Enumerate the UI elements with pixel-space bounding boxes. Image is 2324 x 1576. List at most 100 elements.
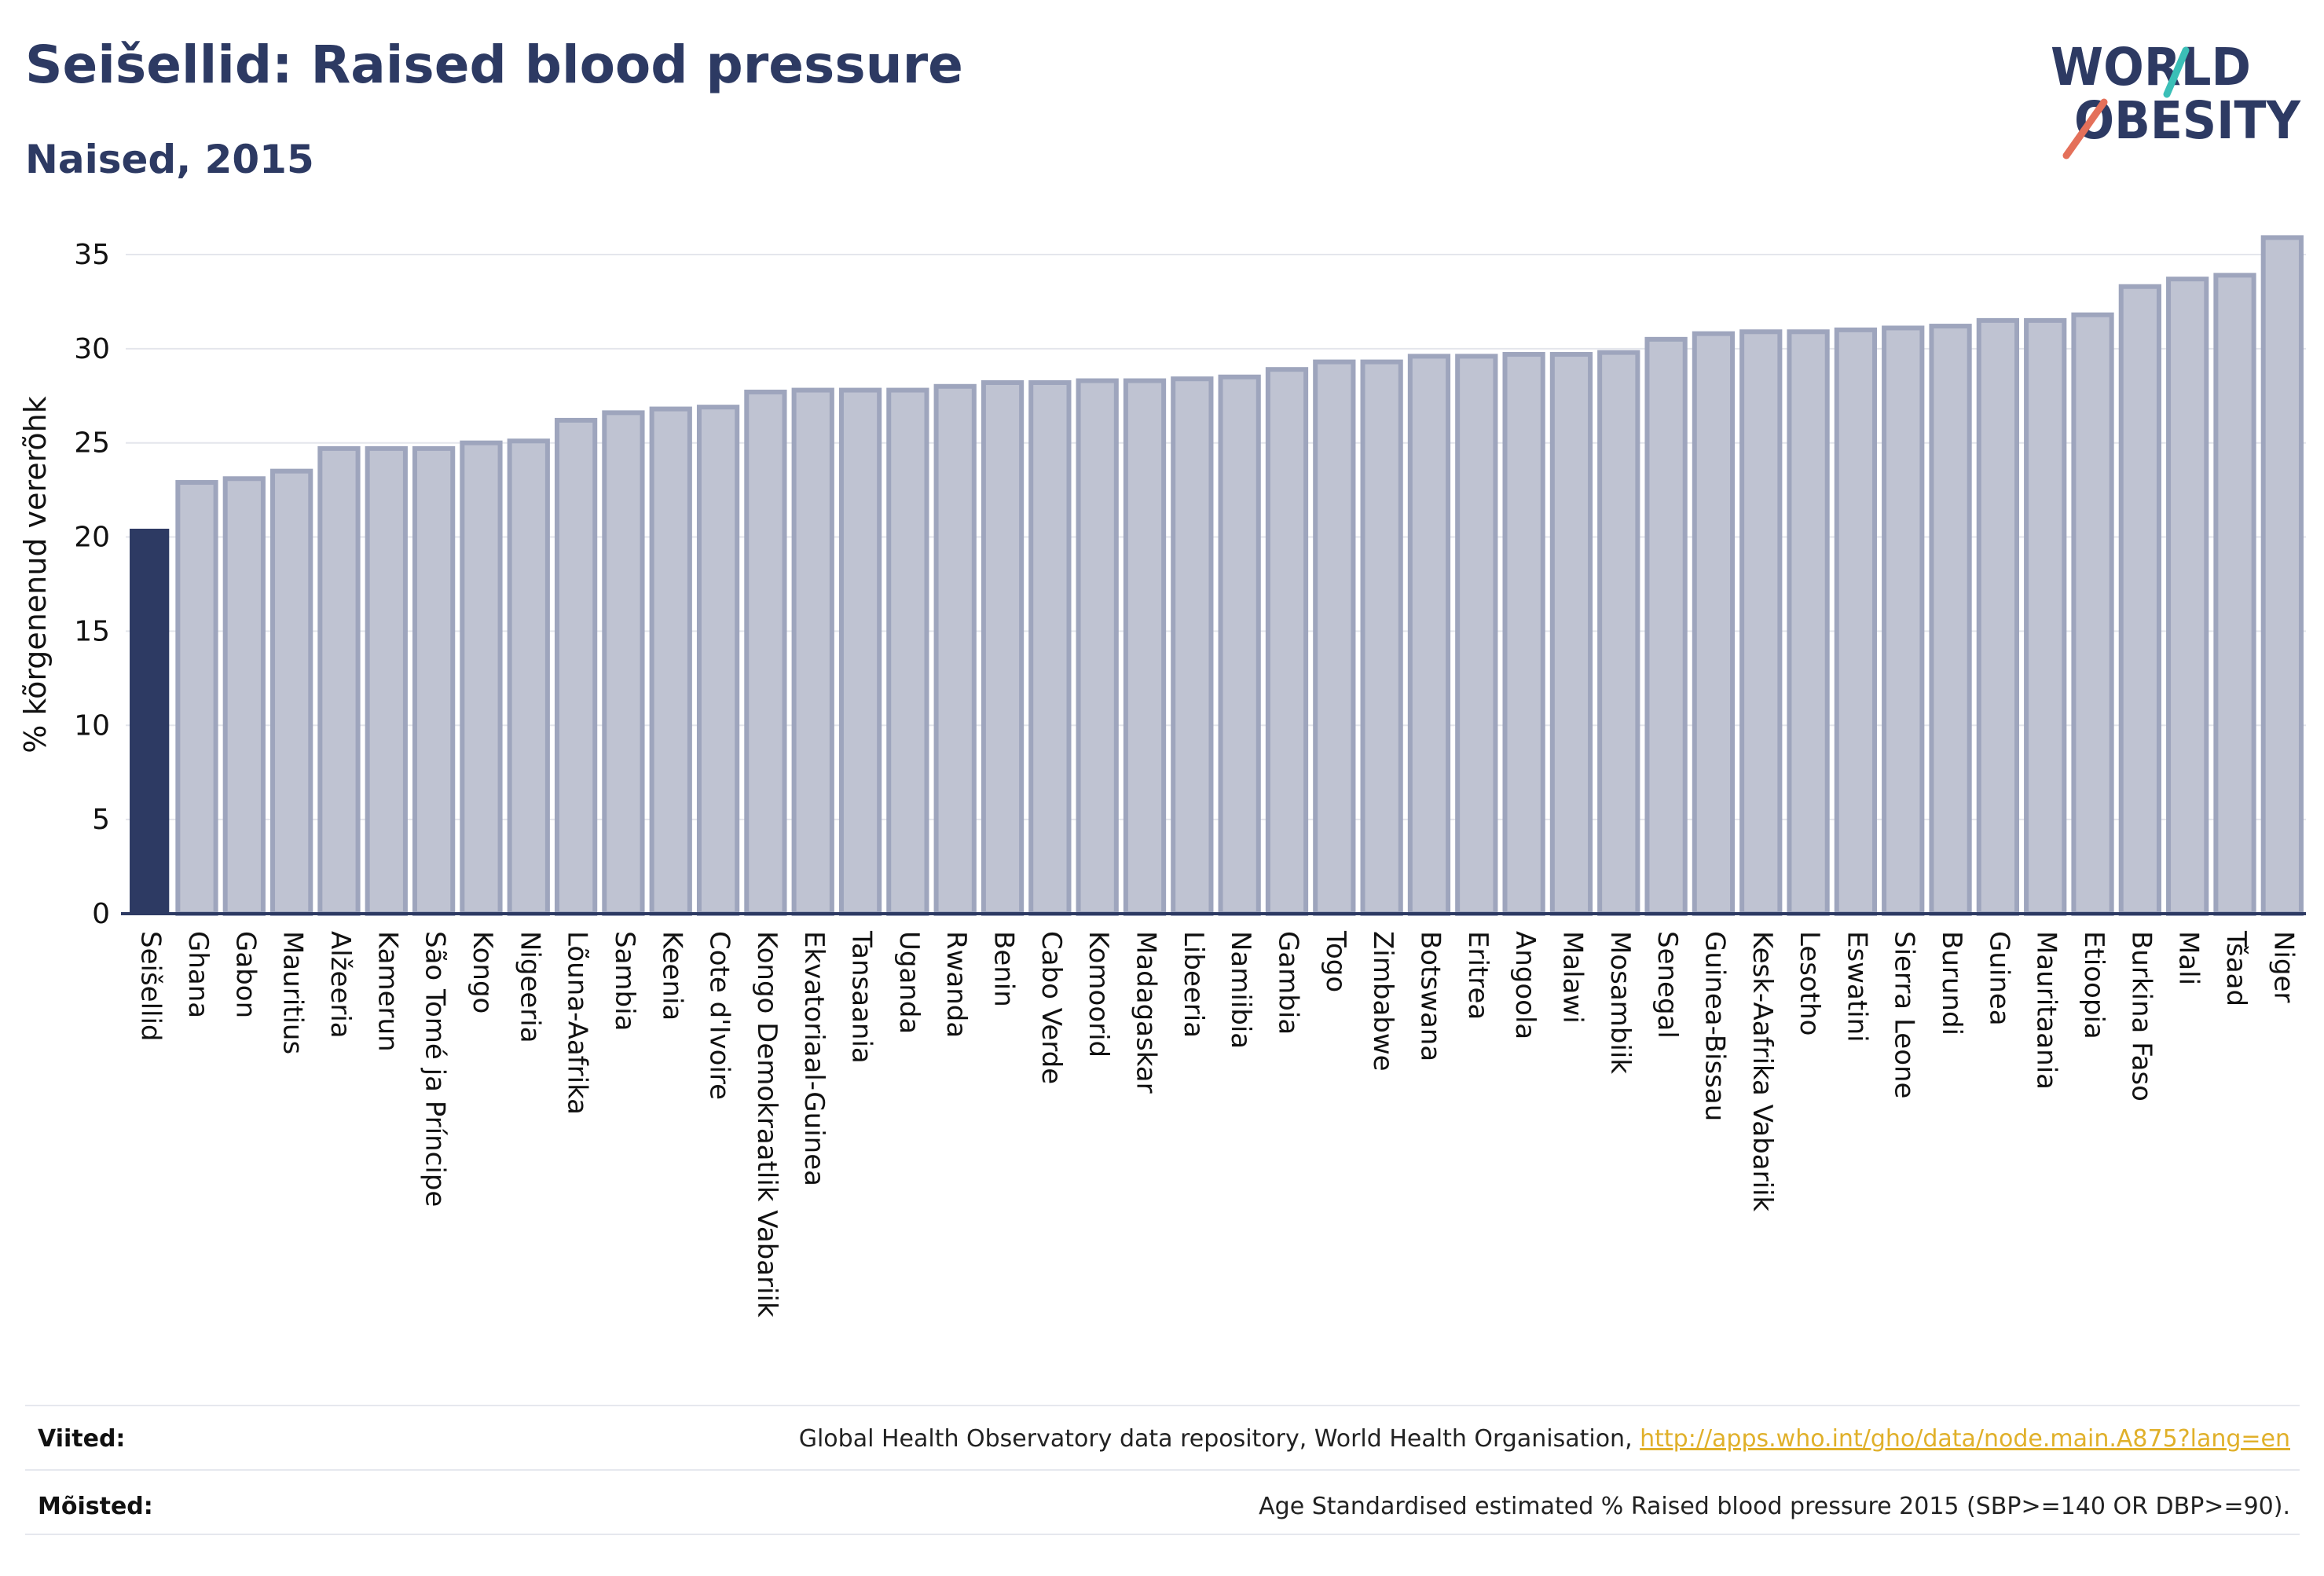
bar-rwanda [933,383,977,916]
definitions-label: Mõisted: [38,1493,153,1520]
x-tick-label: Ekvatoriaal-Guinea [798,931,830,1186]
logo-line2: OBESITY [2074,90,2301,151]
x-tick-label: Libeeria [1178,931,1209,1038]
y-tick-label: 30 [74,333,110,365]
x-tick-label: Ghana [182,931,214,1018]
bar-senegal [1644,336,1688,916]
x-tick-label: Kongo Demokraatlik Vabariik [751,931,783,1318]
bar-gambia [1265,367,1309,917]
x-tick-label: Mauritius [277,931,309,1054]
definitions-row: Mõisted: Age Standardised estimated % Ra… [25,1469,2300,1535]
x-tick-label: Guinea [1983,931,2014,1026]
x-tick-label: Burundi [1936,931,1967,1035]
bar-sambia [602,410,645,916]
x-tick-label: Seišellid [135,931,167,1042]
bar-mali [2166,277,2209,916]
chart-subtitle: Naised, 2015 [25,137,314,182]
x-tick-label: Angoola [1509,931,1541,1039]
bar-l-una-aafrika [554,417,598,916]
sources-label: Viited: [38,1425,126,1453]
bar-keenia [649,406,692,916]
x-tick-label: Alžeeria [324,931,356,1039]
bar-lesotho [1787,329,1830,916]
bar-guinea [1976,317,2020,916]
sources-text: Global Health Observatory data repositor… [798,1425,1640,1453]
bars [130,235,2304,917]
x-tick-label: Namiibia [1225,931,1256,1049]
bar-madagaskar [1123,378,1167,916]
x-tick-label: Lesotho [1794,931,1825,1035]
bar-eswatini [1834,327,1878,917]
bar-nigeeria [507,438,550,916]
x-tick-label: Kamerun [372,931,403,1052]
bar-ghana [175,480,218,916]
y-tick-label: 35 [74,239,110,271]
x-tick-label: Niger [2267,931,2299,1002]
y-tick-labels: 0 5 10 15 20 25 30 35 [74,239,110,930]
x-tick-label: Nigeeria [514,931,545,1043]
y-tick-label: 15 [74,615,110,647]
x-tick-label: Etioopia [2078,931,2110,1039]
sources-link[interactable]: http://apps.who.int/gho/data/node.main.A… [1640,1425,2290,1453]
bar-kamerun [365,445,408,916]
x-tick-label: Keenia [656,931,687,1021]
x-tick-label: Uganda [893,931,925,1034]
bar-kongo [460,440,503,916]
x-tick-label: Guinea-Bissau [1699,931,1730,1121]
world-obesity-logo: WORLD OBESITY [2051,38,2301,159]
bar-tansaania [838,387,882,917]
bar-guinea-bissau [1692,331,1736,916]
y-tick-label: 25 [74,427,110,460]
logo-slash-teal [2163,46,2190,98]
bar-eritrea [1455,354,1498,916]
x-tick-label: Lõuna-Aafrika [562,931,593,1115]
y-tick-label: 0 [92,898,110,930]
y-tick-label: 10 [74,709,110,742]
bar-mauritius [270,468,313,916]
x-tick-label: Sierra Leone [1889,931,1920,1098]
bar-sierra-leone [1882,325,1925,917]
bar-komoorid [1076,378,1119,916]
bar-etioopia [2071,312,2114,916]
bar-s-o-tom-ja-pr-ncipe [412,445,456,916]
x-tick-label: Togo [1320,930,1351,992]
bar-mauritaania [2024,317,2067,916]
x-tick-label: Komoorid [1083,931,1114,1057]
y-tick-label: 20 [74,522,110,554]
bar-namiibia [1218,374,1261,916]
x-tick-label: Malawi [1556,931,1588,1024]
x-tick-label: Tšaad [2220,930,2252,1006]
x-tick-label: Gabon [229,931,261,1018]
x-tick-label: Kongo [467,931,498,1013]
y-tick-label: 5 [92,804,110,836]
bar-cabo-verde [1028,379,1072,916]
x-tick-label: São Tomé ja Príncipe [420,931,451,1207]
x-tick-label: Madagaskar [1131,931,1162,1094]
x-tick-labels: Seišellid Ghana Gabon Mauritius Alžeeria Kame… [135,930,2300,1318]
bar-burundi [1929,324,1972,917]
bar-malawi [1549,352,1593,916]
x-tick-label: Burkina Faso [2125,931,2157,1101]
bar-al-eeria [317,445,361,916]
x-tick-label: Cote d'Ivoire [704,931,735,1100]
logo-line1: WORLD [2051,38,2251,97]
bar-kesk-aafrika-vabariik [1739,329,1783,916]
chart-title: Seišellid: Raised blood pressure [25,35,963,95]
bar-libeeria [1171,376,1214,916]
bar-benin [981,379,1025,916]
bar-angoola [1502,352,1545,916]
x-tick-label: Zimbabwe [1367,931,1398,1072]
sources-value: Global Health Observatory data repositor… [799,1425,2290,1453]
x-tick-label: Eritrea [1462,931,1494,1020]
bar-zimbabwe [1360,359,1403,916]
bar-botswana [1407,354,1451,916]
logo-slash-coral [2062,98,2108,159]
definitions-value: Age Standardised estimated % Raised bloo… [1259,1493,2290,1520]
bar-sei-ellid [130,528,170,914]
x-tick-label: Botswana [1414,931,1446,1061]
x-tick-label: Mauritaania [2031,931,2062,1090]
x-tick-label: Gambia [1272,931,1303,1035]
bar-gabon [222,476,266,916]
bar-burkina-faso [2118,284,2161,917]
x-tick-label: Mali [2173,931,2205,985]
